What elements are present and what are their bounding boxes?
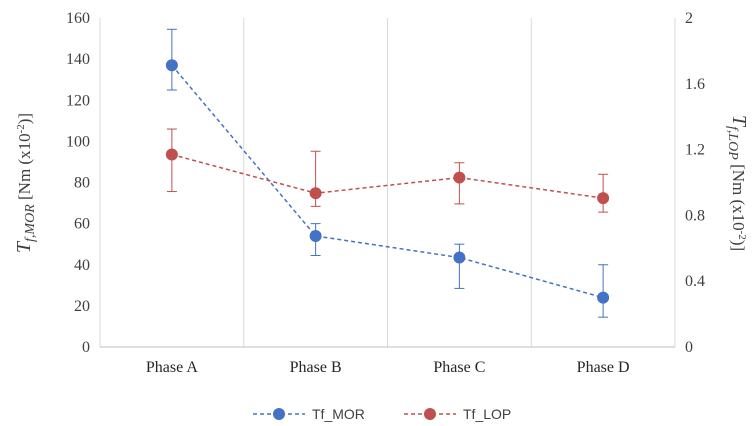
category-label: Phase A xyxy=(146,359,198,376)
left-tick-label: 0 xyxy=(82,339,90,356)
data-point-tf-lop xyxy=(453,171,466,184)
legend-marker-tf-mor xyxy=(273,408,285,420)
right-tick-label: 1.6 xyxy=(685,76,705,93)
data-point-tf-mor xyxy=(597,291,610,304)
right-tick-label: 0.8 xyxy=(685,207,705,224)
legend-marker-tf-lop xyxy=(424,408,436,420)
grid-lines xyxy=(99,18,676,347)
series-line-tf-mor xyxy=(171,64,604,299)
data-point-tf-mor xyxy=(309,229,322,242)
right-tick-label: 1.2 xyxy=(685,142,705,159)
left-axis-title: Tf,MOR [Nm (x10-2)] xyxy=(13,113,38,253)
series-tf-mor xyxy=(165,28,610,318)
series-layer xyxy=(165,28,610,318)
legend: Tf_MOR Tf_LOP xyxy=(253,406,511,422)
legend-item-tf-mor: Tf_MOR xyxy=(253,406,365,422)
category-label: Phase B xyxy=(290,359,342,376)
series-tf-lop xyxy=(165,128,610,213)
legend-label-tf-mor: Tf_MOR xyxy=(312,406,365,422)
left-tick-label: 80 xyxy=(74,175,90,192)
left-tick-label: 60 xyxy=(74,216,90,233)
right-axis-title: Tf,LOP [Nm (x10-2)] xyxy=(725,115,750,251)
right-tick-label: 0 xyxy=(685,339,693,356)
left-tick-label: 20 xyxy=(74,298,90,315)
category-label: Phase D xyxy=(577,359,630,376)
left-tick-label: 140 xyxy=(66,51,90,68)
legend-item-tf-lop: Tf_LOP xyxy=(404,406,511,422)
category-label: Phase C xyxy=(433,359,485,376)
left-tick-label: 40 xyxy=(74,257,90,274)
data-point-tf-lop xyxy=(165,148,178,161)
left-axis-ticks: 0 20 40 60 80 100 120 140 160 xyxy=(66,10,90,356)
legend-label-tf-lop: Tf_LOP xyxy=(463,406,511,422)
data-point-tf-lop xyxy=(309,187,322,200)
category-labels: Phase A Phase B Phase C Phase D xyxy=(146,359,630,376)
left-tick-label: 100 xyxy=(66,133,90,150)
series-line-tf-lop xyxy=(171,153,604,199)
right-axis-ticks: 0 0.4 0.8 1.2 1.6 2 xyxy=(685,10,705,356)
right-tick-label: 2 xyxy=(685,10,693,27)
left-tick-label: 120 xyxy=(66,92,90,109)
left-tick-label: 160 xyxy=(66,10,90,27)
data-point-tf-lop xyxy=(597,192,610,205)
right-tick-label: 0.4 xyxy=(685,273,705,290)
data-point-tf-mor xyxy=(453,251,466,264)
data-point-tf-mor xyxy=(165,59,178,72)
